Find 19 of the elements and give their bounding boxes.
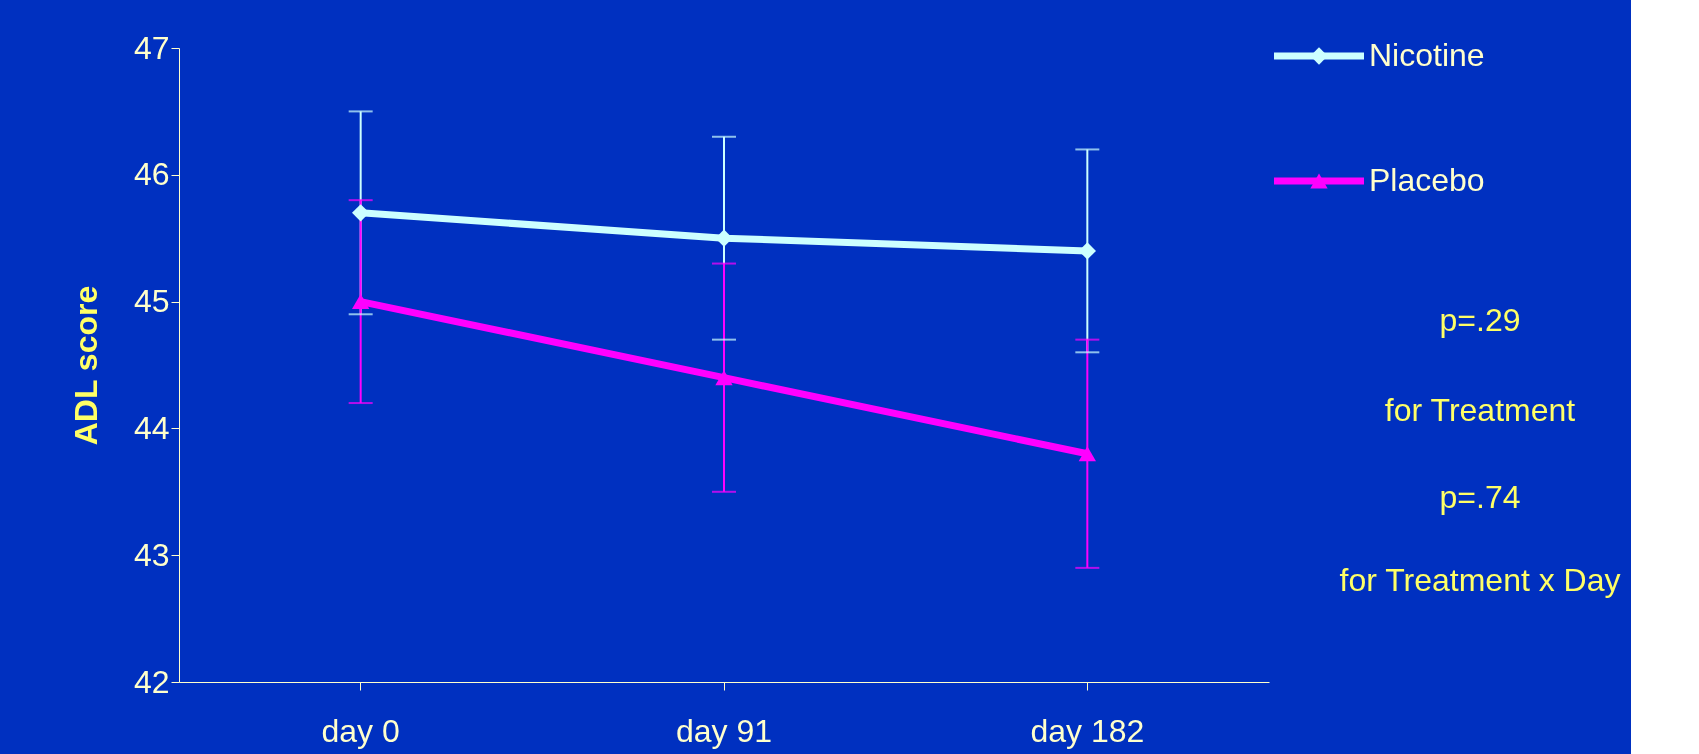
y-tick-label: 44 [133, 409, 170, 446]
y-tick-label: 46 [133, 156, 170, 193]
point [352, 294, 370, 310]
y-tick-label: 47 [133, 29, 170, 66]
x-tick-label: day 182 [1030, 712, 1145, 749]
y-tick-label: 42 [133, 663, 170, 700]
y-tick-label: 45 [133, 283, 170, 320]
legend-label: Nicotine [1369, 37, 1485, 73]
legend-label: Placebo [1369, 162, 1485, 198]
y-tick-label: 43 [133, 536, 170, 573]
text: for Treatment x Day [1339, 562, 1621, 598]
point [1078, 446, 1096, 462]
x-tick-label: day 91 [675, 712, 773, 749]
text: p=.74 [1439, 479, 1521, 515]
y-axis-title: ADL score [67, 285, 104, 446]
point [715, 370, 733, 386]
text: for Treatment [1384, 392, 1576, 428]
text: p=.29 [1439, 302, 1521, 338]
x-tick-label: day 0 [321, 712, 400, 749]
